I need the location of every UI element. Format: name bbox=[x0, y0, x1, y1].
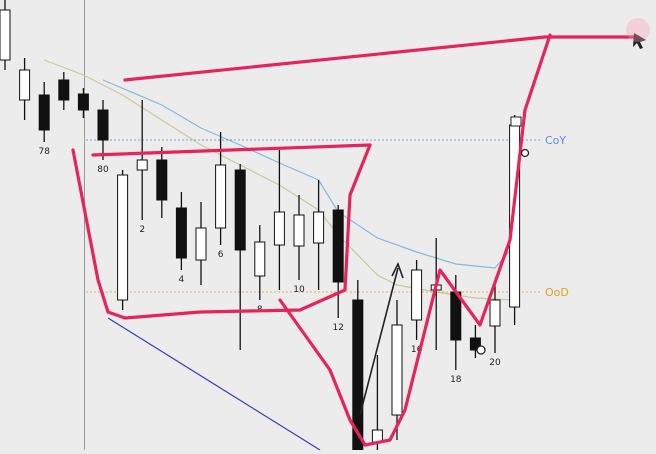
marker-square bbox=[510, 116, 522, 127]
bar-label-80: 80 bbox=[97, 165, 109, 175]
cursor-highlight bbox=[626, 18, 650, 42]
level-label-coy: CoY bbox=[545, 134, 566, 147]
candle-body-24 bbox=[469, 337, 481, 351]
level-label-ood: OoD bbox=[545, 286, 569, 299]
candle-body-11 bbox=[215, 164, 227, 229]
candle-body-25 bbox=[489, 299, 501, 327]
candle-body-3 bbox=[58, 79, 70, 101]
candle-body-0 bbox=[0, 9, 11, 61]
candle-body-14 bbox=[273, 211, 285, 246]
candle-body-16 bbox=[313, 211, 325, 244]
candle-body-15 bbox=[293, 214, 305, 247]
candle-body-20 bbox=[391, 324, 403, 416]
candle-body-10 bbox=[195, 227, 207, 261]
arrow-up-marker bbox=[359, 261, 404, 416]
pivot-circle-2 bbox=[520, 148, 530, 158]
bar-label-10: 10 bbox=[293, 285, 305, 295]
bar-label-20: 20 bbox=[489, 358, 501, 368]
bar-label-2: 2 bbox=[139, 225, 145, 235]
candle-body-8 bbox=[156, 159, 168, 201]
candle-body-9 bbox=[175, 207, 187, 259]
cursor-icon bbox=[633, 33, 646, 49]
annotation-swing-path bbox=[278, 33, 552, 447]
candle-body-6 bbox=[117, 174, 129, 301]
series-line-0 bbox=[102, 79, 516, 269]
bar-label-16: 16 bbox=[411, 345, 423, 355]
pivot-circle-1 bbox=[476, 345, 486, 355]
candle-body-17 bbox=[332, 209, 344, 283]
blue-trendline bbox=[107, 317, 321, 451]
candle-body-4 bbox=[77, 93, 89, 111]
candle-body-21 bbox=[411, 269, 423, 321]
candle-body-1 bbox=[19, 69, 31, 101]
candle-body-5 bbox=[97, 109, 109, 141]
bar-label-4: 4 bbox=[179, 275, 185, 285]
candle-body-2 bbox=[38, 94, 50, 131]
candle-body-26 bbox=[509, 124, 521, 308]
annotation-top-trendline bbox=[123, 35, 640, 82]
candle-body-12 bbox=[234, 169, 246, 251]
annotation-range-box bbox=[71, 143, 372, 320]
candle-body-13 bbox=[254, 241, 266, 277]
bar-label-18: 18 bbox=[450, 375, 462, 385]
bar-label-12: 12 bbox=[332, 323, 343, 333]
candle-body-7 bbox=[136, 159, 148, 171]
bar-label-78: 78 bbox=[38, 147, 50, 157]
bar-label-6: 6 bbox=[218, 250, 224, 260]
